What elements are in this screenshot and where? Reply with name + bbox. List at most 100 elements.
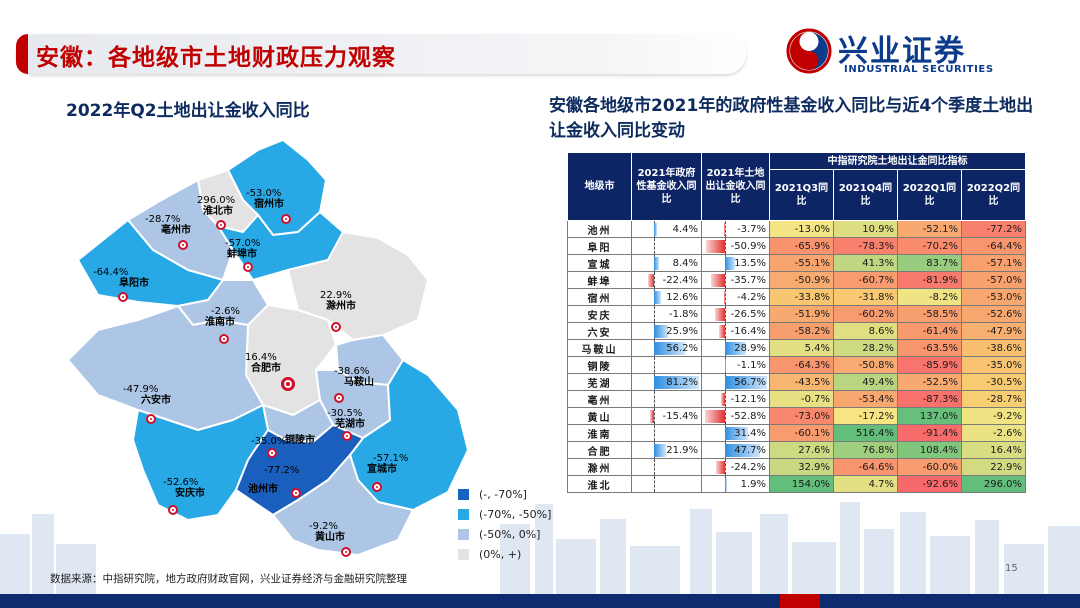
quarter-cell: -50.8%	[833, 356, 898, 374]
city-cell: 池州	[567, 220, 632, 238]
city-marker-icon	[341, 547, 351, 557]
logo-text-cn: 兴业证券	[838, 34, 966, 69]
quarter-cell: 76.8%	[833, 441, 898, 459]
quarter-cell: 41.3%	[833, 254, 898, 272]
header-q: 2021Q4同比	[833, 169, 898, 221]
city-marker-icon	[243, 262, 253, 272]
quarter-cell: -92.6%	[897, 475, 962, 493]
header-q: 2021Q3同比	[769, 169, 834, 221]
quarter-cell: -60.0%	[897, 458, 962, 476]
bar-axis	[725, 408, 727, 424]
map-label-suzhou: -53.0% 宿州市	[246, 188, 284, 210]
table-row: 淮南 31.4% -60.1% 516.4% -91.4% -2.6%	[567, 424, 1026, 442]
bar-axis	[654, 408, 656, 424]
quarter-cell: 27.6%	[769, 441, 834, 459]
bar-axis	[654, 357, 656, 373]
map-label-wuhu: -30.5% 芜湖市	[327, 408, 365, 430]
quarter-cell: 22.9%	[961, 458, 1026, 476]
quarter-cell: 83.7%	[897, 254, 962, 272]
legend-item: (0%, +)	[458, 544, 551, 564]
table-row: 亳州 -12.1% -0.7% -53.4% -87.3% -28.7%	[567, 390, 1026, 408]
bar-axis	[725, 306, 727, 322]
legend-item: (-70%, -50%]	[458, 504, 551, 524]
quarter-cell: -2.6%	[961, 424, 1026, 442]
quarter-cell: -47.9%	[961, 322, 1026, 340]
data-bar	[648, 274, 655, 287]
table-row: 蚌埠 -22.4% -35.7% -50.9% -60.7% -81.9% -57.0%	[567, 271, 1026, 289]
bar-axis	[654, 306, 656, 322]
map-label-maanshan: -38.6% 马鞍山	[334, 366, 374, 388]
quarter-cell: -64.4%	[961, 237, 1026, 255]
city-marker-icon	[168, 505, 178, 515]
fund-cell: 12.6%	[631, 288, 702, 306]
quarter-cell: -65.9%	[769, 237, 834, 255]
title-bar	[16, 34, 746, 74]
quarter-cell: 16.4%	[961, 441, 1026, 459]
city-cell: 亳州	[567, 390, 632, 408]
quarter-cell: -73.0%	[769, 407, 834, 425]
data-bar	[723, 291, 726, 304]
quarter-cell: -53.4%	[833, 390, 898, 408]
skyline-background	[0, 502, 1080, 594]
fund-cell	[631, 390, 702, 408]
land-cell: -3.7%	[701, 220, 770, 238]
quarter-cell: -52.1%	[897, 220, 962, 238]
table-row: 池州 4.4% -3.7% -13.0% 10.9% -52.1% -77.2%	[567, 220, 1026, 238]
legend-swatch	[458, 488, 469, 500]
city-cell: 黄山	[567, 407, 632, 425]
quarter-cell: 8.6%	[833, 322, 898, 340]
bar-axis	[654, 238, 656, 254]
table-title: 安徽各地级市2021年的政府性基金收入同比与近4个季度土地出让金收入同比变动	[549, 96, 1034, 141]
fund-cell	[631, 356, 702, 374]
fund-cell	[631, 237, 702, 255]
footer-band-blue	[0, 594, 780, 608]
legend-swatch	[458, 528, 469, 540]
capital-marker-icon	[281, 377, 295, 391]
data-bar	[704, 410, 726, 423]
quarter-cell: -77.2%	[961, 220, 1026, 238]
quarter-cell: -13.0%	[769, 220, 834, 238]
bar-axis	[654, 476, 656, 492]
legend-swatch	[458, 548, 469, 560]
quarter-cell: -9.2%	[961, 407, 1026, 425]
quarter-cell: 108.4%	[897, 441, 962, 459]
legend-item: (-, -70%]	[458, 484, 551, 504]
map-label-bengbu: -57.0% 蚌埠市	[225, 238, 261, 260]
map-label-bozhou: -28.7% 亳州市	[145, 214, 191, 236]
logo-text-en: INDUSTRIAL SECURITIES	[844, 64, 994, 75]
city-marker-icon	[219, 334, 229, 344]
map-label-luan: -47.9% 六安市	[123, 384, 171, 406]
quarter-cell: -85.9%	[897, 356, 962, 374]
quarter-cell: 10.9%	[833, 220, 898, 238]
table-row: 六安 25.9% -16.4% -58.2% 8.6% -61.4% -47.9%	[567, 322, 1026, 340]
quarter-cell: -52.6%	[961, 305, 1026, 323]
quarter-cell: -70.2%	[897, 237, 962, 255]
fund-cell	[631, 475, 702, 493]
quarter-cell: -35.0%	[961, 356, 1026, 374]
land-cell: 47.7%	[701, 441, 770, 459]
city-cell: 淮北	[567, 475, 632, 493]
table-row: 阜阳 -50.9% -65.9% -78.3% -70.2% -64.4%	[567, 237, 1026, 255]
fund-cell: 25.9%	[631, 322, 702, 340]
land-cell: 28.9%	[701, 339, 770, 357]
page-title: 安徽：各地级市土地财政压力观察	[36, 45, 396, 71]
header-q: 2022Q2同比	[961, 169, 1026, 221]
footer-band-blue-right	[820, 594, 1080, 608]
land-cell: -12.1%	[701, 390, 770, 408]
data-table: 地级市 2021年政府性基金收入同比 2021年土地出让金收入同比 中指研究院土…	[567, 152, 1026, 493]
quarter-cell: -33.8%	[769, 288, 834, 306]
map-title: 2022年Q2土地出让金收入同比	[66, 101, 310, 121]
land-cell: -16.4%	[701, 322, 770, 340]
map-label-anqing: -52.6% 安庆市	[163, 477, 205, 499]
city-cell: 宿州	[567, 288, 632, 306]
table-row: 芜湖 81.2% 56.7% -43.5% 49.4% -52.5% -30.5%	[567, 373, 1026, 391]
fund-cell: 4.4%	[631, 220, 702, 238]
quarter-cell: -53.0%	[961, 288, 1026, 306]
data-bar	[705, 240, 726, 253]
bar-axis	[654, 272, 656, 288]
bar-axis	[725, 357, 727, 373]
quarter-cell: 28.2%	[833, 339, 898, 357]
city-marker-icon	[281, 214, 291, 224]
data-bar	[725, 376, 767, 389]
quarter-cell: -51.9%	[769, 305, 834, 323]
